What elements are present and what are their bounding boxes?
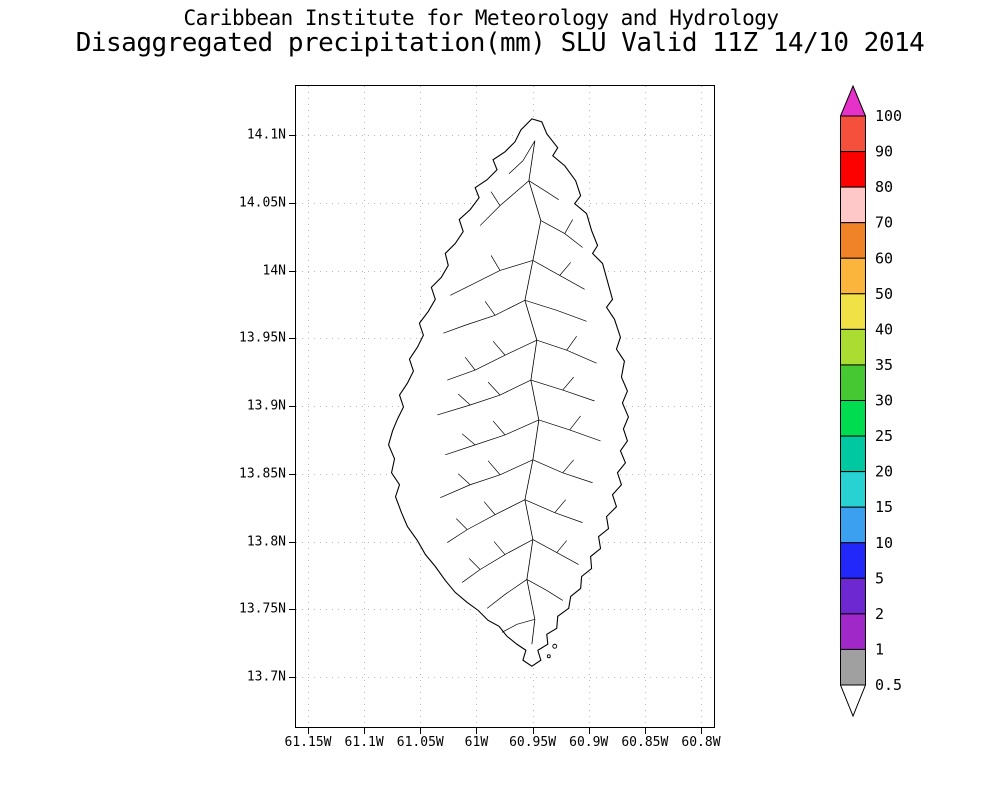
- lat-tick: [289, 677, 296, 678]
- colorbar-segment: [840, 293, 866, 330]
- colorbar-segment: [840, 400, 866, 437]
- lon-tick-label: 60.9W: [569, 735, 609, 750]
- lat-tick-label: 13.9N: [246, 398, 286, 414]
- lon-tick: [588, 727, 590, 734]
- lon-tick: [420, 727, 422, 734]
- colorbar-tick-label: 5: [875, 569, 884, 587]
- figure-title: Disaggregated precipitation(mm) SLU Vali…: [75, 28, 925, 58]
- colorbar-tick-label: 70: [875, 214, 893, 232]
- colorbar: 100 90 80 70 60 50 40 35 30 25 20 15 10 5 2 1 0.5: [839, 84, 920, 755]
- lon-tick-label: 61W: [464, 735, 489, 750]
- colorbar-svg: 100 90 80 70 60 50 40 35 30 25 20 15 10 5 2 1 0.5: [839, 84, 902, 718]
- gridline-vertical: [364, 86, 366, 727]
- lat-tick: [289, 202, 296, 204]
- colorbar-tick-label: 100: [875, 107, 902, 125]
- lat-tick-label: 13.95N: [239, 330, 286, 346]
- colorbar-segment: [840, 222, 866, 259]
- colorbar-segment: [840, 435, 866, 473]
- lat-tick: [289, 135, 296, 136]
- lon-tick-label: 60.85W: [621, 735, 669, 750]
- lat-tick-label: 13.75N: [239, 601, 286, 617]
- lat-tick: [289, 541, 296, 543]
- colorbar-tick-label: 15: [875, 498, 893, 516]
- colorbar-segment: [840, 613, 866, 650]
- lat-tick-label: 14N: [262, 263, 286, 278]
- colorbar-segment: [840, 471, 866, 508]
- lon-tick: [476, 727, 478, 734]
- lat-tick-label: 13.7N: [246, 669, 286, 685]
- lon-tick-label: 60.95W: [509, 735, 557, 750]
- institute-title: Caribbean Institute for Meteorology and …: [183, 6, 779, 30]
- colorbar-tick-label: 30: [875, 392, 893, 410]
- colorbar-segment: [840, 648, 866, 686]
- colorbar-tick-label: 50: [875, 285, 893, 303]
- lon-tick: [364, 727, 366, 734]
- river-network-twigs: [455, 191, 581, 570]
- gridline-horizontal: [296, 677, 714, 678]
- gridline-vertical: [644, 86, 646, 727]
- colorbar-tick-label: 25: [875, 427, 893, 445]
- offshore-islet: [546, 654, 551, 659]
- lon-tick-label: 60.8W: [681, 735, 721, 750]
- gridline-vertical: [700, 86, 702, 727]
- lon-tick-label: 61.1W: [344, 735, 384, 750]
- island-coastline: [387, 118, 630, 667]
- colorbar-tick-label: 1: [875, 640, 884, 658]
- lat-tick-label: 14.1N: [246, 127, 286, 143]
- colorbar-segment: [840, 257, 866, 295]
- colorbar-tick-label: 35: [875, 356, 893, 374]
- colorbar-segment: [840, 506, 866, 544]
- colorbar-tick-label: 90: [875, 143, 893, 161]
- lat-tick: [289, 473, 296, 475]
- colorbar-tick-label: 0.5: [875, 676, 902, 694]
- gridline-vertical: [308, 86, 309, 727]
- gridline-horizontal: [296, 135, 714, 136]
- lon-tick: [308, 727, 309, 734]
- lon-tick: [700, 727, 702, 734]
- lat-tick: [289, 406, 296, 407]
- colorbar-tick-label: 20: [875, 463, 893, 481]
- lat-tick: [289, 338, 296, 340]
- lat-tick-label: 14.05N: [239, 195, 286, 211]
- lon-tick-label: 61.15W: [284, 735, 332, 750]
- colorbar-tick-label: 40: [875, 320, 893, 338]
- colorbar-segment: [840, 186, 866, 224]
- colorbar-segment: [840, 542, 866, 579]
- lon-tick: [532, 727, 534, 734]
- lat-tick: [289, 609, 296, 611]
- colorbar-tick-label: 60: [875, 249, 893, 267]
- colorbar-tick-label: 80: [875, 178, 893, 196]
- colorbar-tick-label: 2: [875, 605, 884, 623]
- saint-lucia-map: [387, 118, 630, 667]
- colorbar-below-arrow: [839, 684, 867, 718]
- offshore-islet: [552, 643, 558, 649]
- colorbar-segment: [840, 151, 866, 188]
- colorbar-segment: [840, 328, 866, 366]
- river-network-spine: [524, 140, 542, 645]
- colorbar-segment: [840, 364, 866, 401]
- lat-tick-label: 13.85N: [239, 466, 286, 482]
- lon-tick: [644, 727, 646, 734]
- lat-tick: [289, 270, 296, 272]
- colorbar-tick-label: 10: [875, 534, 893, 552]
- lat-tick-label: 13.8N: [246, 534, 286, 549]
- lon-tick-label: 61.05W: [396, 735, 444, 750]
- colorbar-segment: [840, 577, 866, 615]
- map-plot: 14.1N 14.05N 14N 13.95N 13.9N 13.85N 13.8N 13.7…: [239, 85, 721, 750]
- colorbar-above-arrow: [839, 84, 867, 117]
- colorbar-segment: [840, 115, 866, 153]
